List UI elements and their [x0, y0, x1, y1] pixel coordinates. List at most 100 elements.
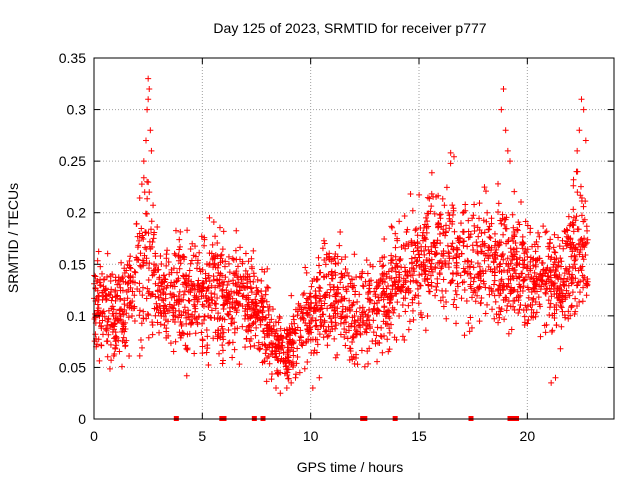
- data-point: [199, 266, 206, 273]
- data-point: [496, 304, 503, 311]
- data-point: [273, 367, 280, 374]
- data-point: [157, 321, 164, 328]
- data-point: [114, 317, 121, 324]
- data-point: [464, 257, 471, 264]
- data-point: [113, 293, 120, 300]
- data-point: [94, 301, 101, 308]
- data-point: [300, 317, 307, 324]
- data-point: [372, 291, 379, 298]
- data-point: [176, 246, 183, 253]
- data-point: [235, 274, 242, 281]
- data-point: [251, 342, 258, 349]
- data-point: [419, 314, 426, 321]
- data-point: [259, 359, 266, 366]
- data-point: [244, 283, 251, 290]
- data-point: [370, 305, 377, 312]
- data-point: [233, 227, 240, 234]
- data-point: [218, 287, 225, 294]
- data-point: [242, 274, 249, 281]
- data-point: [381, 236, 388, 243]
- data-point: [488, 285, 495, 292]
- data-point: [532, 313, 539, 320]
- data-point: [424, 194, 431, 201]
- data-point: [171, 318, 178, 325]
- y-tick-label: 0.05: [59, 359, 86, 375]
- data-point: [119, 275, 126, 282]
- data-point: [550, 244, 557, 251]
- data-point: [123, 310, 130, 317]
- data-point: [374, 284, 381, 291]
- data-point: [459, 209, 466, 216]
- data-point: [405, 302, 412, 309]
- data-point: [388, 252, 395, 259]
- data-point: [264, 284, 271, 291]
- data-point: [557, 255, 564, 262]
- data-point: [386, 293, 393, 300]
- data-point: [200, 293, 207, 300]
- data-point: [113, 310, 120, 317]
- y-tick-labels: 0 0.05 0.1 0.15 0.2 0.25 0.3 0.35: [59, 50, 86, 427]
- data-point: [171, 250, 178, 257]
- data-point: [148, 226, 155, 233]
- data-point: [536, 255, 543, 262]
- data-point: [400, 281, 407, 288]
- data-point: [216, 224, 223, 231]
- data-point: [424, 257, 431, 264]
- data-point: [570, 214, 577, 221]
- data-point: [311, 308, 318, 315]
- data-point: [494, 286, 501, 293]
- data-point: [412, 292, 419, 299]
- data-point: [558, 323, 565, 330]
- data-point: [172, 227, 179, 234]
- data-point: [556, 243, 563, 250]
- data-point: [138, 320, 145, 327]
- data-point: [134, 233, 141, 240]
- data-point: [470, 246, 477, 253]
- data-point: [250, 278, 257, 285]
- data-point: [568, 280, 575, 287]
- data-point: [121, 301, 128, 308]
- data-point: [542, 289, 549, 296]
- data-point: [121, 328, 128, 335]
- data-point: [265, 311, 272, 318]
- data-point: [503, 283, 510, 290]
- data-point: [242, 305, 249, 312]
- data-point: [398, 288, 405, 295]
- data-point: [574, 189, 581, 196]
- data-point: [254, 276, 261, 283]
- data-point: [137, 250, 144, 257]
- data-point: [116, 310, 123, 317]
- data-point: [294, 345, 301, 352]
- data-point: [433, 283, 440, 290]
- data-point: [342, 342, 349, 349]
- data-point: [577, 237, 584, 244]
- data-point: [152, 280, 159, 287]
- data-point: [242, 267, 249, 274]
- data-point: [426, 288, 433, 295]
- data-point: [572, 295, 579, 302]
- data-point: [424, 218, 431, 225]
- data-point: [188, 257, 195, 264]
- data-point: [145, 96, 152, 103]
- data-point: [261, 334, 268, 341]
- data-point: [552, 266, 559, 273]
- data-point: [517, 292, 524, 299]
- data-point: [558, 263, 565, 270]
- data-point: [436, 231, 443, 238]
- data-point: [450, 301, 457, 308]
- data-point: [521, 319, 528, 326]
- data-point: [181, 288, 188, 295]
- data-point: [435, 220, 442, 227]
- data-point: [160, 305, 167, 312]
- data-point: [175, 307, 182, 314]
- data-point: [314, 326, 321, 333]
- data-point: [231, 346, 238, 353]
- data-point: [559, 237, 566, 244]
- data-point: [460, 209, 467, 216]
- data-point: [103, 295, 110, 302]
- data-point: [199, 279, 206, 286]
- data-point: [496, 268, 503, 275]
- data-point: [191, 350, 198, 357]
- data-point: [277, 325, 284, 332]
- data-point: [270, 326, 277, 333]
